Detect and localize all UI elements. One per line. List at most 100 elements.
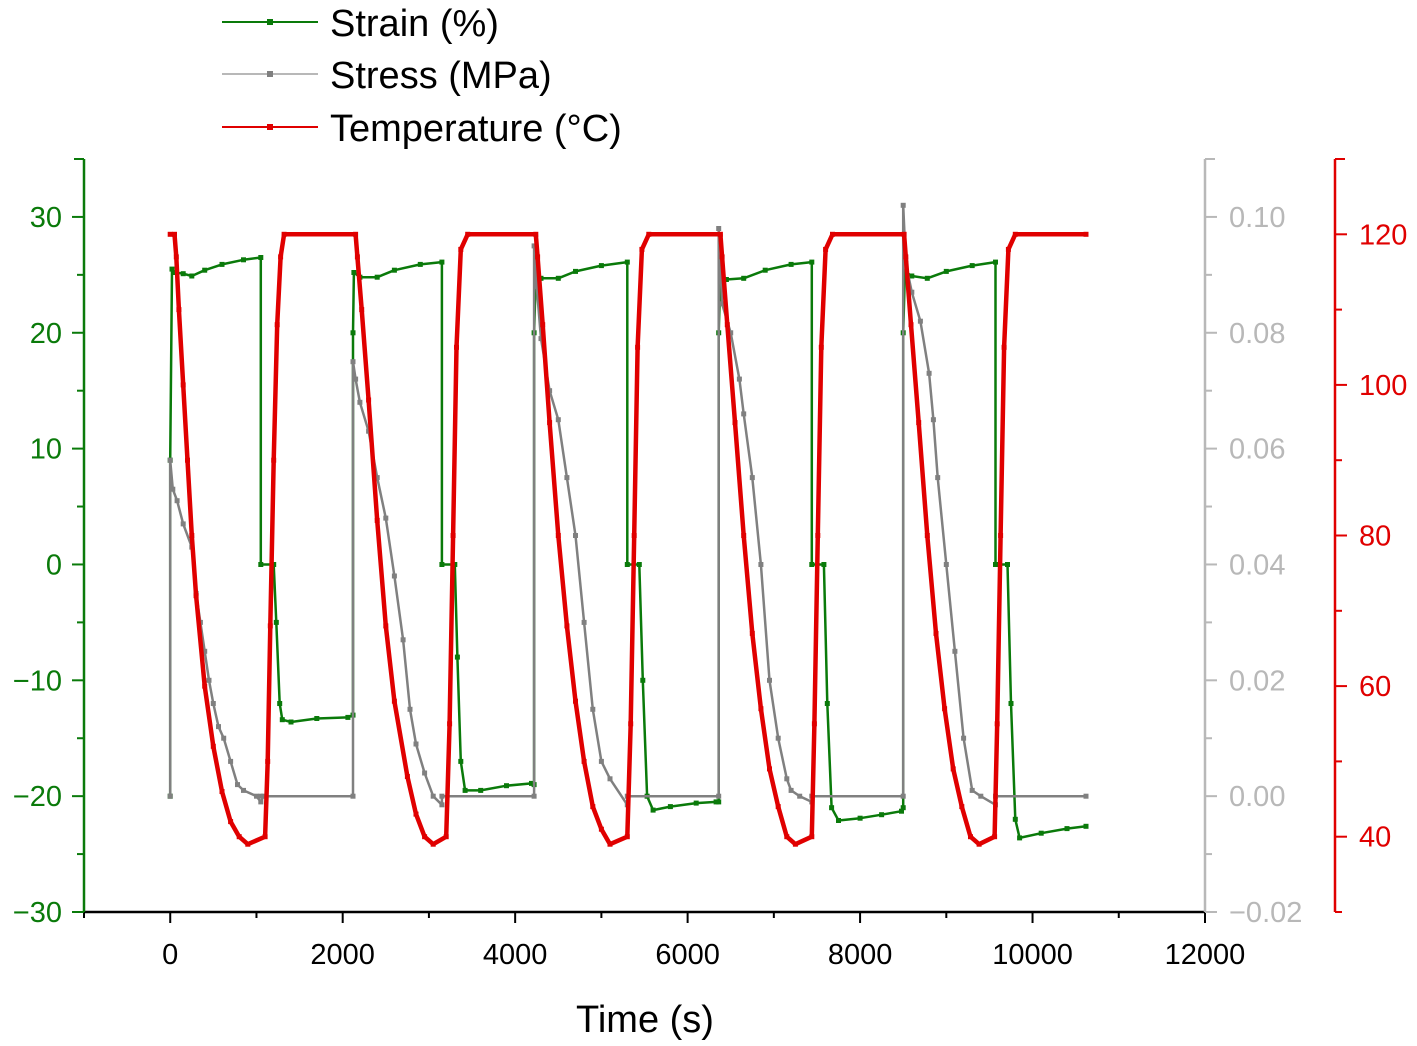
data-point-temperature (719, 254, 725, 260)
data-point-strain (350, 330, 356, 336)
data-point-stress (797, 793, 803, 799)
data-point-stress (917, 318, 923, 324)
data-point-stress (728, 330, 734, 336)
data-point-temperature (950, 766, 956, 772)
data-point-temperature (447, 721, 453, 727)
data-point-temperature (535, 254, 541, 260)
data-point-temperature (245, 841, 251, 847)
data-point-strain (809, 562, 815, 567)
data-point-stress (978, 793, 984, 799)
left-tick-label: 0 (46, 549, 62, 581)
data-point-strain (180, 271, 186, 277)
legend-label-strain: Strain (%) (330, 3, 499, 45)
data-point-temperature (228, 819, 234, 825)
data-point-stress (206, 677, 212, 683)
left-tick-label: 30 (30, 202, 62, 234)
data-point-stress (167, 793, 173, 799)
data-point-temperature (811, 721, 817, 727)
data-point-temperature (422, 834, 428, 840)
data-point-stress (439, 802, 445, 808)
legend: Strain (%) Stress (MPa) Temperature (°C) (222, 3, 622, 150)
data-point-stress (573, 533, 578, 538)
data-point-strain (624, 259, 630, 265)
data-point-strain (924, 275, 930, 281)
data-point-strain (900, 805, 906, 811)
data-point-strain (1005, 562, 1010, 567)
data-point-temperature (994, 721, 1000, 727)
data-point-strain (821, 562, 827, 567)
data-point-stress (969, 787, 975, 793)
data-point-stress (788, 787, 794, 793)
legend-label-temperature: Temperature (°C) (330, 108, 622, 150)
data-point-strain (713, 799, 719, 805)
data-point-temperature (278, 254, 284, 260)
legend-marker-strain (267, 19, 273, 25)
data-point-strain (258, 562, 264, 567)
data-point-stress (741, 411, 747, 417)
legend-item-temperature: Temperature (°C) (222, 108, 622, 150)
data-point-temperature (193, 593, 199, 599)
right1-tick-label: 0.04 (1229, 549, 1285, 581)
data-point-temperature (366, 397, 372, 403)
data-point-temperature (219, 789, 225, 794)
data-point-stress (241, 787, 246, 793)
data-point-temperature (924, 533, 930, 538)
data-point-temperature (274, 322, 280, 328)
right2-tick-label: 120 (1359, 219, 1407, 251)
data-point-temperature (784, 834, 790, 840)
data-point-temperature (430, 841, 436, 847)
data-point-stress (430, 793, 436, 799)
data-point-stress (538, 336, 544, 342)
data-point-temperature (555, 533, 561, 538)
data-point-strain (258, 255, 264, 260)
data-point-strain (458, 758, 464, 764)
data-point-stress (590, 706, 596, 712)
data-point-strain (1064, 826, 1070, 832)
data-point-temperature (998, 533, 1004, 538)
data-point-temperature (732, 420, 738, 426)
data-point-strain (1038, 830, 1044, 836)
data-point-strain (288, 719, 294, 725)
data-point-stress (170, 486, 176, 492)
data-point-stress (758, 562, 764, 567)
data-point-temperature (933, 630, 939, 636)
data-point-strain (993, 259, 998, 265)
data-point-strain (351, 270, 357, 275)
left-tick-label: −20 (13, 781, 62, 813)
data-point-stress (202, 648, 208, 654)
data-point-temperature (172, 231, 177, 237)
data-point-strain (277, 701, 283, 706)
series-line-temperature (170, 232, 1086, 847)
data-point-stress (909, 289, 915, 295)
data-point-temperature (353, 231, 359, 237)
legend-item-stress: Stress (MPa) (222, 55, 552, 97)
data-point-temperature (959, 804, 965, 810)
right1-tick-label: 0.02 (1229, 665, 1285, 697)
right2-tick-label: 60 (1359, 671, 1391, 703)
data-point-strain (762, 267, 768, 273)
data-point-stress (374, 475, 380, 481)
data-point-stress (400, 637, 406, 643)
data-point-temperature (908, 322, 914, 328)
data-point-temperature (443, 834, 449, 840)
data-point-stress (531, 793, 537, 799)
data-point-temperature (624, 834, 630, 840)
data-point-temperature (176, 307, 182, 313)
data-point-temperature (210, 743, 216, 749)
axes: 0 2000 4000 6000 8000 10000 12000 −30 −20 −10 0 10 2… (13, 158, 1407, 971)
data-point-strain (374, 274, 380, 280)
data-point-strain (667, 804, 673, 810)
data-point-strain (723, 277, 729, 282)
data-point-stress (180, 521, 186, 527)
data-point-strain (1012, 816, 1018, 822)
data-point-stress (383, 515, 389, 521)
data-point-temperature (581, 758, 587, 764)
data-point-temperature (598, 826, 604, 832)
data-point-temperature (942, 706, 948, 712)
data-point-temperature (267, 623, 273, 629)
data-point-temperature (167, 231, 173, 237)
data-point-stress (581, 619, 587, 625)
data-point-stress (767, 677, 772, 683)
data-point-temperature (607, 841, 613, 847)
data-point-strain (636, 562, 642, 567)
